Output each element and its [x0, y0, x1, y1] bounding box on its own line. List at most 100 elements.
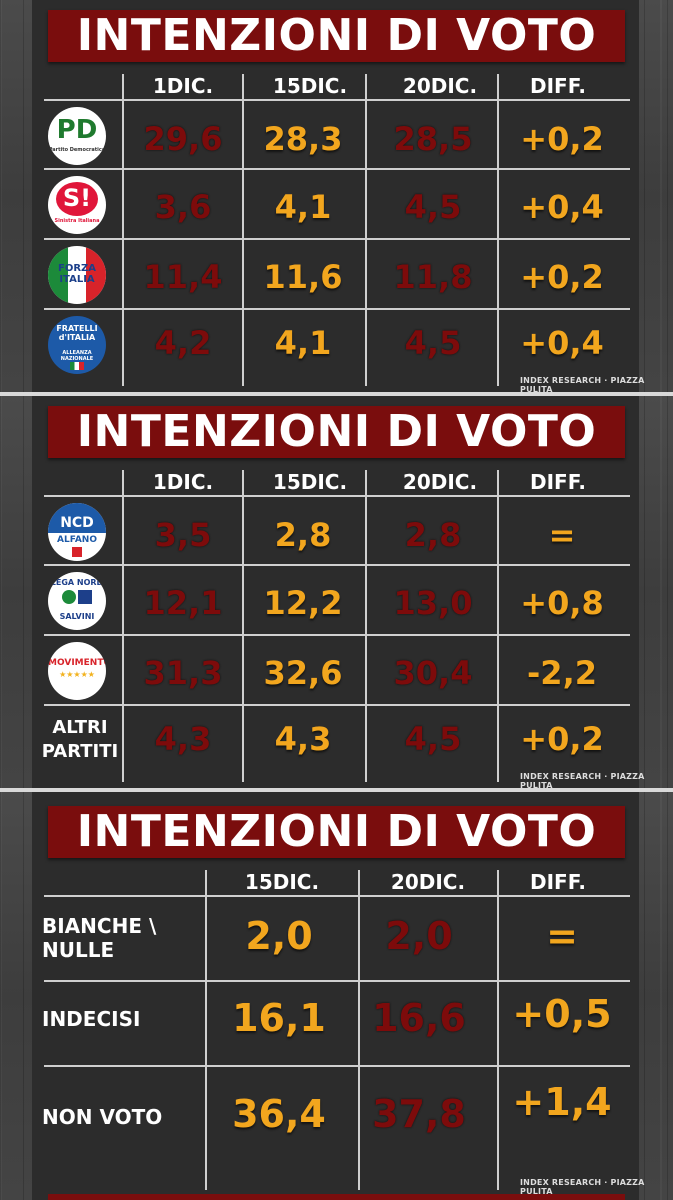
fi-logo: FORZA ITALIA — [48, 246, 106, 304]
pd-logo-text: PD — [56, 115, 98, 145]
panel-3: INTENZIONI DI VOTO 15DIC. 20DIC. DIFF. B… — [0, 792, 673, 1200]
value-fdi-1dic: 4,2 — [154, 324, 212, 362]
fdi-logo-sub: ALLEANZA NAZIONALE — [60, 350, 94, 362]
col-header-1dic: 1DIC. — [152, 74, 214, 98]
si-logo-text: S! — [62, 184, 92, 212]
value-m5s-diff: -2,2 — [527, 654, 597, 692]
value-fi-20dic: 11,8 — [393, 258, 473, 296]
grid-hline — [44, 895, 630, 897]
value-indecisi-20dic: 16,6 — [372, 996, 466, 1040]
col-header-1dic: 1DIC. — [152, 470, 214, 494]
value-lega-20dic: 13,0 — [393, 584, 473, 622]
grid-vline — [497, 74, 499, 386]
grid-hline — [44, 99, 630, 101]
value-fdi-15dic: 4,1 — [274, 324, 332, 362]
value-nonvoto-15dic: 36,4 — [232, 1092, 326, 1136]
panel-divider — [0, 392, 673, 396]
panel-1-title: INTENZIONI DI VOTO — [48, 10, 625, 62]
m5s-logo: MOVIMENTO ★★★★★ — [48, 642, 106, 700]
col-header-15dic: 15DIC. — [272, 74, 348, 98]
grid-hline — [44, 308, 630, 310]
value-altri-diff: +0,2 — [520, 720, 604, 758]
ncd-logo: NCD ALFANO — [48, 503, 106, 561]
value-fdi-20dic: 4,5 — [404, 324, 462, 362]
pd-logo: PD Partito Democratico — [48, 107, 106, 165]
value-si-20dic: 4,5 — [404, 188, 462, 226]
value-nonvoto-20dic: 37,8 — [372, 1092, 466, 1136]
panel-3-title: INTENZIONI DI VOTO — [48, 806, 625, 858]
credit-text: INDEX RESEARCH · PIAZZA PULITA — [520, 772, 645, 790]
value-bianche-20dic: 2,0 — [385, 914, 453, 958]
value-si-15dic: 4,1 — [274, 188, 332, 226]
row-label-altri-partiti: ALTRI PARTITI — [41, 717, 119, 762]
lega-logo-sub: SALVINI — [59, 612, 95, 621]
ncd-logo-text: NCD — [60, 515, 94, 531]
grid-vline — [497, 470, 499, 782]
grid-hline — [44, 564, 630, 566]
si-logo-sub: Sinistra Italiana — [54, 218, 100, 224]
grid-vline — [497, 870, 499, 1190]
value-lega-diff: +0,8 — [520, 584, 604, 622]
lega-logo-text: LEGA NORD — [50, 578, 104, 587]
grid-vline — [242, 470, 244, 782]
col-header-15dic: 15DIC. — [272, 470, 348, 494]
m5s-logo-sub: ★★★★★ — [59, 670, 95, 679]
grid-vline — [205, 870, 207, 1190]
value-ncd-1dic: 3,5 — [154, 516, 212, 554]
value-nonvoto-diff: +1,4 — [512, 1080, 612, 1124]
grid-vline — [358, 870, 360, 1190]
pd-logo-sub: Partito Democratico — [48, 147, 106, 153]
value-m5s-15dic: 32,6 — [263, 654, 343, 692]
value-altri-1dic: 4,3 — [154, 720, 212, 758]
col-header-diff: DIFF. — [529, 470, 587, 494]
value-pd-1dic: 29,6 — [143, 120, 223, 158]
grid-vline — [242, 74, 244, 386]
grid-hline — [44, 634, 630, 636]
grid-vline — [365, 470, 367, 782]
grid-vline — [122, 74, 124, 386]
grid-hline — [44, 495, 630, 497]
fdi-logo-text: FRATELLI d'ITALIA — [56, 324, 98, 342]
value-pd-15dic: 28,3 — [263, 120, 343, 158]
value-si-1dic: 3,6 — [154, 188, 212, 226]
value-altri-15dic: 4,3 — [274, 720, 332, 758]
value-m5s-1dic: 31,3 — [143, 654, 223, 692]
grid-hline — [44, 168, 630, 170]
value-ncd-diff: = — [548, 516, 576, 554]
value-lega-1dic: 12,1 — [143, 584, 223, 622]
si-logo: S! Sinistra Italiana — [48, 176, 106, 234]
value-altri-20dic: 4,5 — [404, 720, 462, 758]
ncd-logo-sub: ALFANO — [57, 535, 97, 545]
value-fi-15dic: 11,6 — [263, 258, 343, 296]
fi-logo-text: FORZA ITALIA — [58, 263, 97, 285]
col-header-20dic: 20DIC. — [402, 74, 478, 98]
row-label-indecisi: INDECISI — [42, 1007, 141, 1031]
grid-hline — [44, 704, 630, 706]
panel-2: INTENZIONI DI VOTO 1DIC. 15DIC. 20DIC. D… — [0, 396, 673, 790]
row-label-bianche-nulle: BIANCHE \ NULLE — [42, 914, 157, 962]
col-header-diff: DIFF. — [529, 74, 587, 98]
value-fi-1dic: 11,4 — [143, 258, 223, 296]
value-m5s-20dic: 30,4 — [393, 654, 473, 692]
grid-vline — [365, 74, 367, 386]
col-header-diff: DIFF. — [529, 870, 587, 894]
panel-divider — [0, 788, 673, 792]
grid-hline — [44, 980, 630, 982]
panel-1: INTENZIONI DI VOTO 1DIC. 15DIC. 20DIC. D… — [0, 0, 673, 394]
value-fdi-diff: +0,4 — [520, 324, 604, 362]
fdi-logo: FRATELLI d'ITALIA ALLEANZA NAZIONALE — [48, 316, 106, 374]
grid-hline — [44, 238, 630, 240]
row-label-non-voto: NON VOTO — [42, 1105, 163, 1129]
value-indecisi-15dic: 16,1 — [232, 996, 326, 1040]
value-pd-20dic: 28,5 — [393, 120, 473, 158]
m5s-logo-text: MOVIMENTO — [48, 658, 106, 668]
value-bianche-15dic: 2,0 — [245, 914, 313, 958]
credit-text: INDEX RESEARCH · PIAZZA PULITA — [520, 376, 645, 394]
credit-text: INDEX RESEARCH · PIAZZA PULITA — [520, 1178, 645, 1196]
grid-hline — [44, 1065, 630, 1067]
value-pd-diff: +0,2 — [520, 120, 604, 158]
panel-2-title: INTENZIONI DI VOTO — [48, 406, 625, 458]
value-indecisi-diff: +0,5 — [512, 992, 612, 1036]
value-lega-15dic: 12,2 — [263, 584, 343, 622]
